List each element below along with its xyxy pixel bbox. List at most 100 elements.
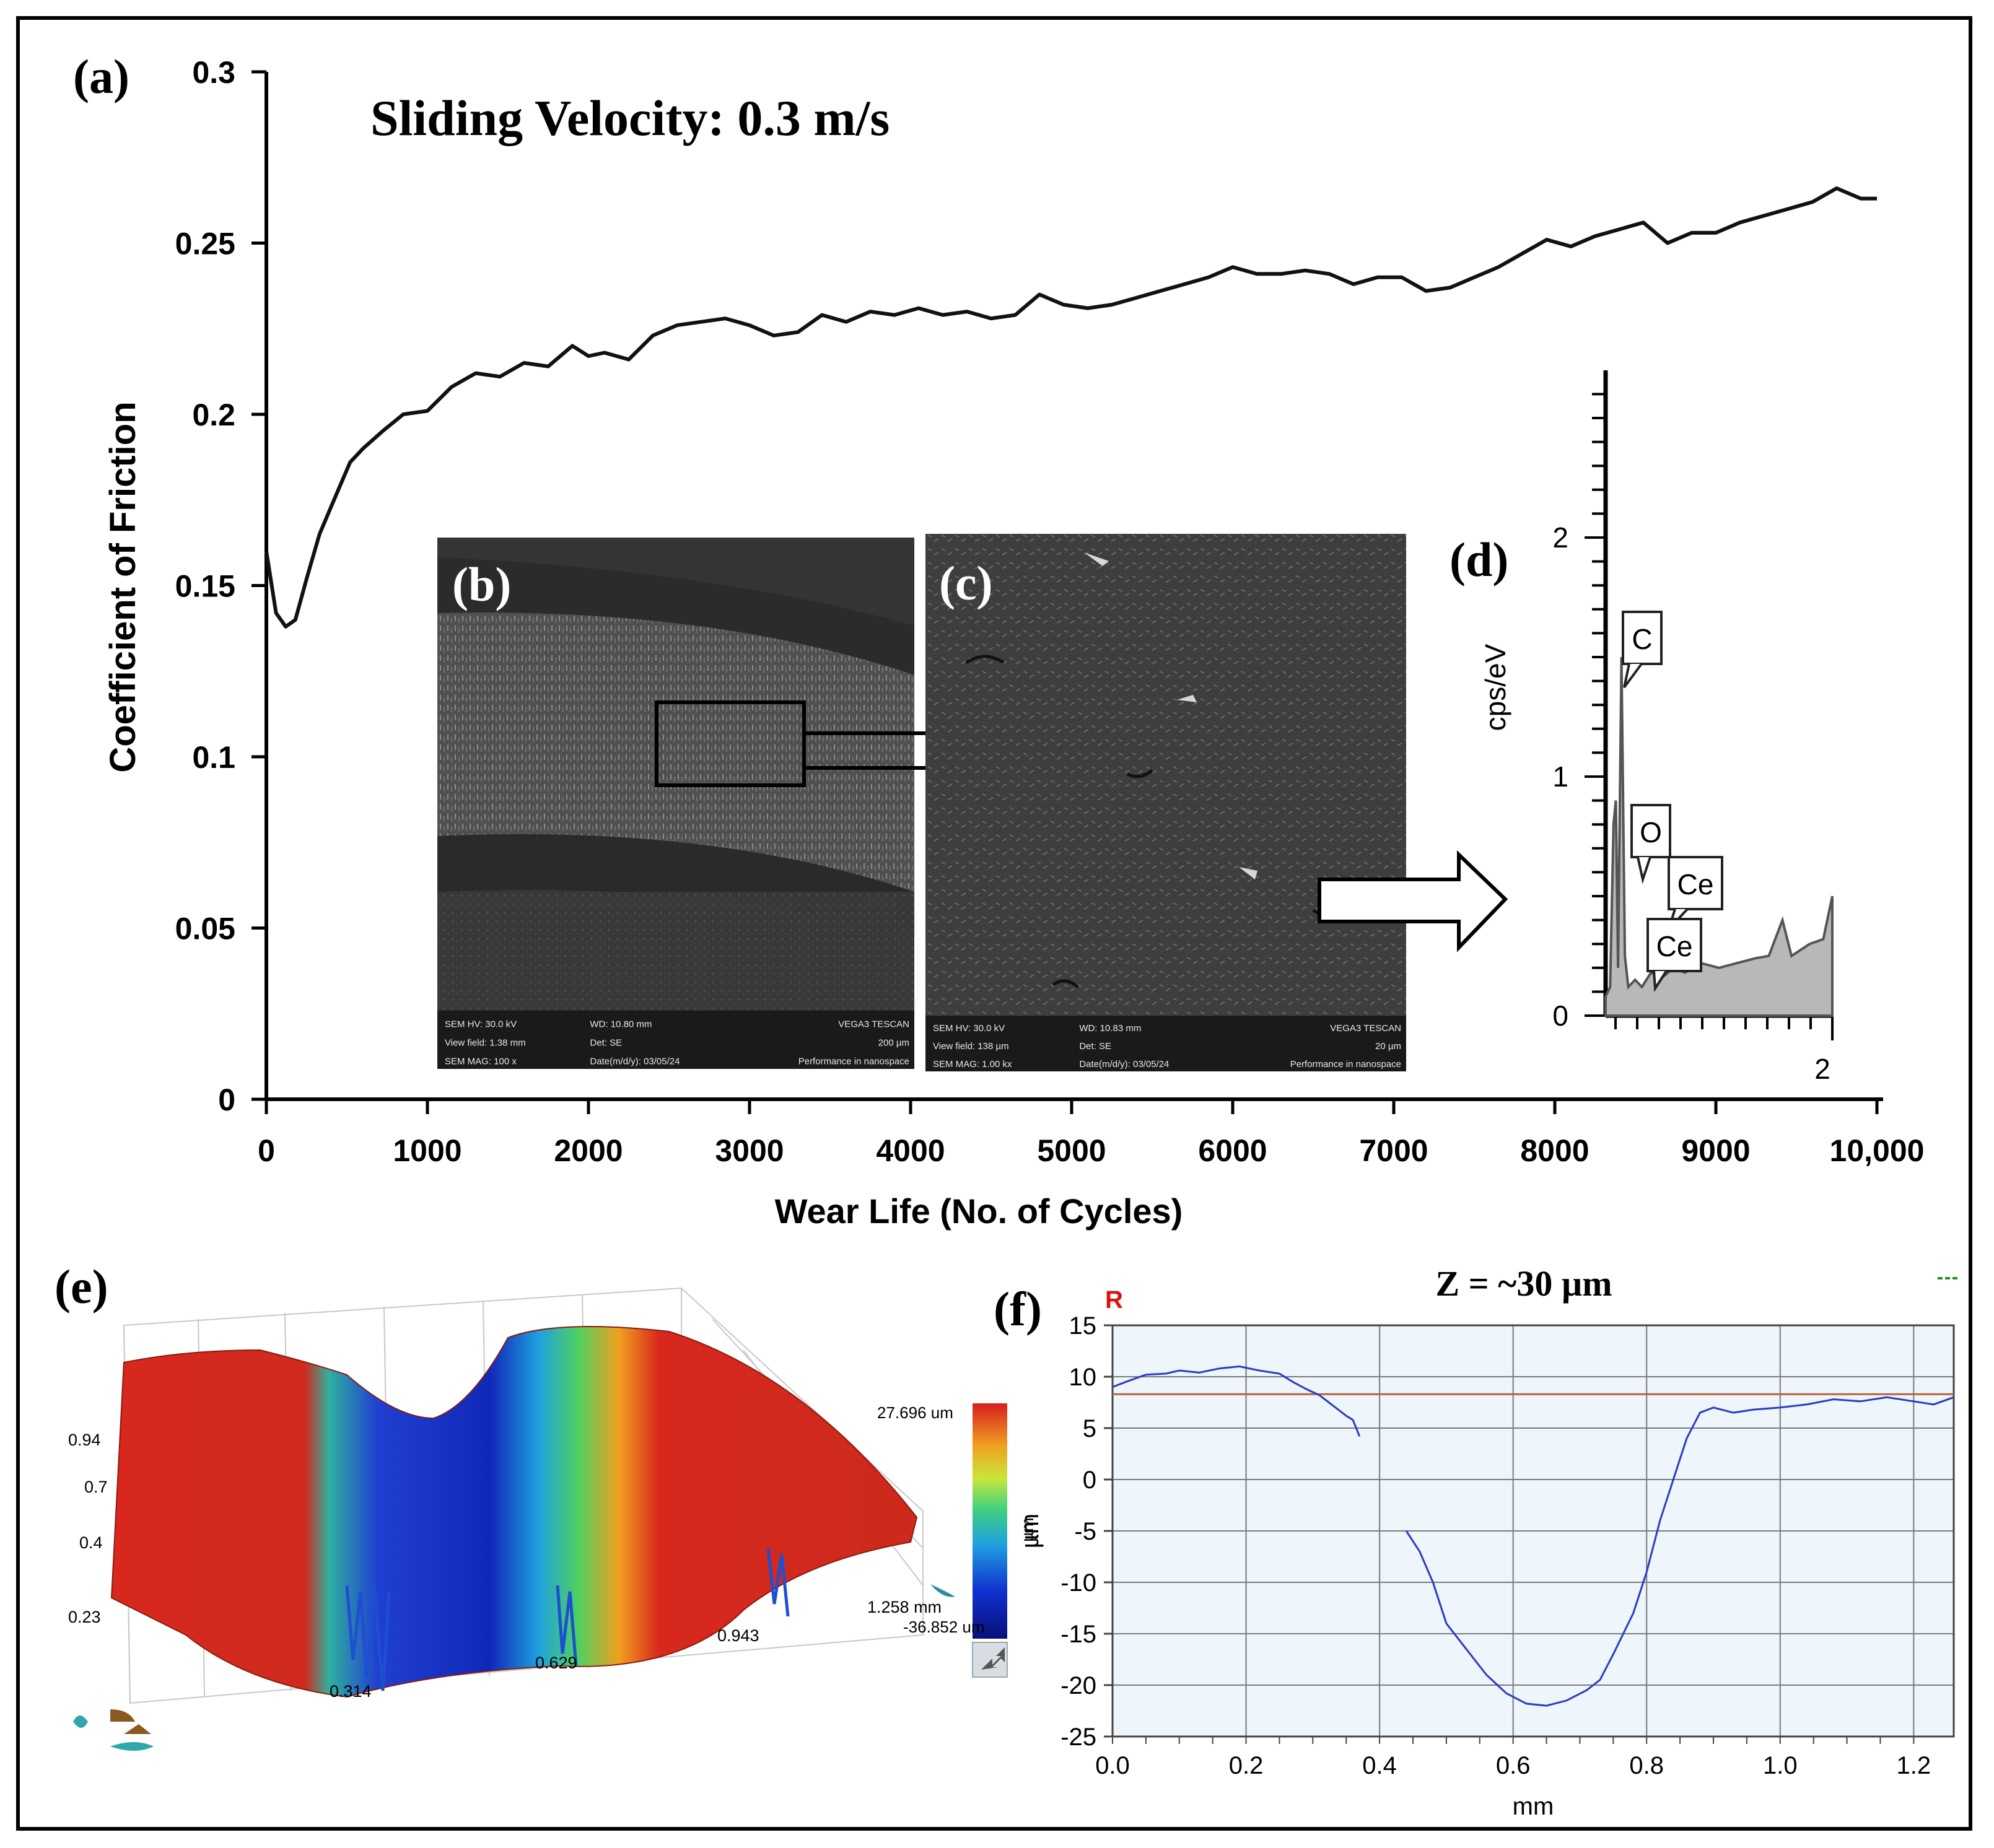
- chart-a-y-tick-label: 0.2: [192, 398, 235, 432]
- sem-databar-cell: 200 µm: [878, 1037, 909, 1048]
- chart-a-x-tick-label: 10,000: [1830, 1133, 1925, 1168]
- sem-b-substrate: [437, 892, 914, 1009]
- sem-b-dark-band-bottom: [437, 834, 914, 941]
- chart-f-x-label: mm: [1513, 1793, 1554, 1820]
- e-surface-map: [110, 1326, 918, 1698]
- panel-a-cof-chart: (a) Sliding Velocity: 0.3 m/s 0 1000 2000 3…: [73, 50, 1924, 1231]
- chart-f-y-tick-label: -25: [1060, 1724, 1096, 1751]
- sem-c-databar-text: SEM HV: 30.0 kV WD: 10.83 mm VEGA3 TESCAN V…: [933, 1023, 1401, 1070]
- e-orientation-gizmo-icon: [73, 1709, 154, 1751]
- eds-peak-label: C: [1632, 623, 1652, 655]
- chart-a-y-tick-label: 0.1: [192, 740, 235, 775]
- eds-peak-pointer: [1653, 970, 1668, 993]
- chart-a-title: Sliding Velocity: 0.3 m/s: [370, 90, 890, 146]
- panel-label-b: (b): [452, 557, 511, 611]
- chart-a-x-ticks: 0 1000 2000 3000 4000 5000 6000 7000 8000 9000 10,…: [258, 1099, 1924, 1168]
- e-colorbar-max: 27.696 um: [877, 1403, 953, 1422]
- e-axis-gizmo-icon: [930, 1584, 955, 1597]
- sem-b-dark-band-top: [437, 557, 914, 675]
- panel-e-3d-profile: (e) 0.314 0.629 0.943 1.258 mm 0.94 0.7 0.4 0.2…: [55, 1260, 1037, 1751]
- chart-a-x-tick-label: 1000: [393, 1133, 461, 1168]
- sem-databar-cell: WD: 10.80 mm: [590, 1019, 652, 1029]
- chart-f-y-tick-label: -5: [1074, 1518, 1096, 1545]
- zoom-arrow-c-to-d: [1318, 850, 1508, 952]
- eds-peak-label: Ce: [1656, 930, 1693, 962]
- eds-peak-label-box: [1646, 918, 1702, 972]
- sem-c-cracks: [965, 655, 1333, 988]
- chart-e-x-tick-label: 1.258 mm: [867, 1598, 942, 1616]
- eds-peak-pointer: [1637, 856, 1651, 884]
- e-rotate-button[interactable]: [972, 1642, 1008, 1678]
- e-colorbar-min: -36.852 um: [903, 1618, 985, 1636]
- chart-d-ticks: 0 1 2 2: [1552, 393, 1834, 1085]
- chart-e-x-tick-label: 0.943: [717, 1626, 759, 1645]
- panel-label-e: (e): [55, 1260, 108, 1314]
- chart-f-r-marker: R: [1105, 1286, 1123, 1314]
- chart-f-x-tick-label: 0.4: [1362, 1752, 1397, 1779]
- sem-databar-cell: VEGA3 TESCAN: [838, 1019, 909, 1029]
- chart-d-y-tick-label: 2: [1552, 521, 1568, 554]
- chart-d-x-tick-label: 2: [1814, 1053, 1830, 1085]
- sem-databar-cell: SEM HV: 30.0 kV: [445, 1019, 517, 1029]
- panel-b-sem-image: (b) SEM HV: 30.0 kV WD: 10.80 mm VEGA3 TES…: [437, 538, 994, 1069]
- chart-f-x-tick-label: 0.0: [1095, 1752, 1130, 1779]
- chart-a-x-tick-label: 7000: [1359, 1133, 1428, 1168]
- e-surface-spikes: [345, 1548, 790, 1691]
- chart-f-x-tick-label: 0.2: [1229, 1752, 1264, 1779]
- chart-e-ticks: 0.314 0.629 0.943 1.258 mm 0.94 0.7 0.4 0.23: [68, 1431, 942, 1701]
- eds-peak-labels: C O Ce Ce: [1622, 611, 1723, 993]
- sem-b-databar-text: SEM HV: 30.0 kV WD: 10.80 mm VEGA3 TESCAN V…: [445, 1019, 909, 1066]
- sem-databar-cell: View field: 1.38 mm: [445, 1037, 526, 1048]
- sem-b-wear-track: [437, 612, 914, 892]
- panel-f-2d-profile: (f) Z = ~30 µm R 0.0 0.2 0.4 0.6 0.8 1.0 1.2 15…: [994, 1263, 1957, 1820]
- panel-label-a: (a): [73, 50, 129, 103]
- figure-frame: [16, 16, 1972, 1831]
- f-profile-line: [1112, 1365, 1954, 1707]
- panel-label-f: (f): [994, 1282, 1042, 1336]
- chart-d-y-label: cps/eV: [1479, 643, 1511, 731]
- sem-databar-cell: SEM MAG: 1.00 kx: [933, 1059, 1012, 1070]
- chart-e-y-tick-label: 0.23: [68, 1608, 101, 1626]
- chart-f-x-tick-label: 0.6: [1496, 1752, 1531, 1779]
- chart-e-x-tick-label: 0.629: [535, 1654, 577, 1672]
- eds-peak-label: O: [1640, 816, 1662, 848]
- chart-a-y-ticks: 0 0.05 0.1 0.15 0.2 0.25 0.3: [175, 55, 266, 1117]
- chart-d-y-tick-label: 0: [1552, 1000, 1568, 1032]
- sem-b-zoom-box: [655, 700, 806, 787]
- panel-c-sem-image: (c) SEM HV: 30.0 kV WD: 10.83 mm VEGA3 TES…: [925, 534, 1508, 1071]
- chart-a-y-tick-label: 0.3: [192, 55, 235, 90]
- sem-databar-cell: Date(m/d/y): 03/05/24: [590, 1056, 680, 1066]
- e-rotate-icon: [981, 1647, 1005, 1670]
- chart-a-y-tick-label: 0.25: [175, 227, 235, 261]
- chart-e-y-tick-label: 0.94: [68, 1431, 101, 1449]
- chart-a-y-tick-label: 0.05: [175, 912, 235, 946]
- chart-f-y-tick-label: 15: [1069, 1312, 1097, 1340]
- panel-label-d: (d): [1450, 533, 1508, 586]
- chart-a-y-label: Coefficient of Friction: [103, 401, 143, 772]
- sem-c-background: [925, 534, 1406, 1071]
- chart-f-y-tick-label: 0: [1083, 1467, 1096, 1494]
- e-colorbar-unit: µm: [1018, 1517, 1037, 1541]
- panel-label-c: (c): [939, 556, 993, 610]
- sem-b-databar: [437, 1011, 914, 1069]
- chart-e-x-tick-label: 0.314: [330, 1682, 372, 1701]
- sem-databar-cell: Performance in nanospace: [798, 1056, 909, 1066]
- sem-databar-cell: Date(m/d/y): 03/05/24: [1079, 1059, 1169, 1070]
- eds-peak-label-box: [1630, 804, 1671, 858]
- sem-c-databar: [925, 1016, 1406, 1071]
- chart-a-x-tick-label: 3000: [715, 1133, 784, 1168]
- chart-e-y-tick-label: 0.4: [79, 1533, 103, 1552]
- chart-a-x-tick-label: 2000: [554, 1133, 623, 1168]
- chart-a-x-tick-label: 6000: [1198, 1133, 1267, 1168]
- sem-databar-cell: SEM HV: 30.0 kV: [933, 1023, 1005, 1034]
- chart-e-y-tick-label: 0.7: [84, 1478, 108, 1496]
- chart-a-x-label: Wear Life (No. of Cycles): [775, 1192, 1183, 1231]
- eds-peak-label-box: [1622, 611, 1663, 665]
- chart-f-x-tick-label: 0.8: [1629, 1752, 1664, 1779]
- sem-databar-cell: View field: 138 µm: [933, 1041, 1009, 1052]
- eds-peak-pointer: [1623, 663, 1643, 689]
- chart-a-y-tick-label: 0.15: [175, 569, 235, 604]
- chart-f-y-tick-label: 10: [1069, 1364, 1097, 1391]
- chart-a-x-tick-label: 9000: [1681, 1133, 1750, 1168]
